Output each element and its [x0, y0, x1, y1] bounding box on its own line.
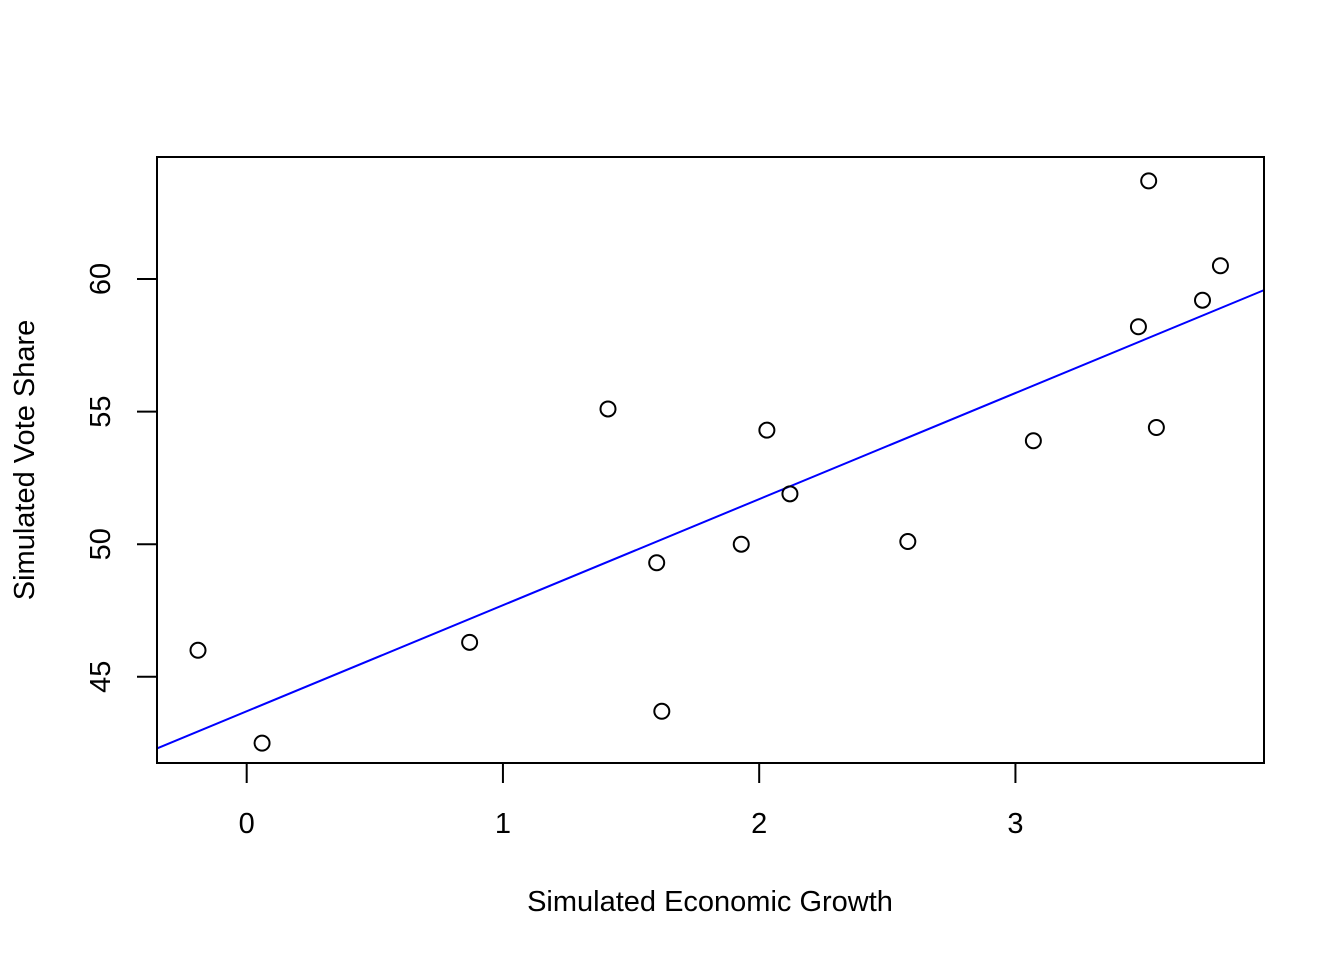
- data-point: [648, 554, 666, 572]
- y-tick-label: 50: [85, 528, 117, 560]
- data-point: [1140, 172, 1158, 190]
- data-point: [599, 400, 617, 418]
- data-points-layer: [189, 172, 1229, 752]
- plot-frame: [156, 156, 1265, 764]
- x-tick-label: 0: [239, 808, 255, 840]
- data-point: [899, 533, 917, 551]
- x-tick-label: 1: [495, 808, 511, 840]
- x-axis: 0 1 2 3: [239, 762, 1024, 840]
- data-point: [653, 702, 671, 720]
- data-point: [1211, 257, 1229, 275]
- y-axis-label: Simulated Vote Share: [9, 320, 41, 601]
- x-tick-label: 3: [1007, 808, 1023, 840]
- y-tick-label: 45: [85, 661, 117, 693]
- data-point: [732, 535, 750, 553]
- data-point: [781, 485, 799, 503]
- y-tick-label: 55: [85, 395, 117, 427]
- data-point: [1194, 291, 1211, 309]
- data-point: [253, 734, 271, 752]
- fit-line-layer: [156, 289, 1265, 750]
- data-point: [189, 641, 207, 659]
- data-point: [1147, 419, 1165, 437]
- x-axis-label: Simulated Economic Growth: [527, 886, 893, 918]
- data-point: [461, 633, 479, 651]
- data-point: [758, 421, 776, 439]
- y-axis: 45 50 55 60: [85, 263, 158, 693]
- y-tick-label: 60: [85, 263, 117, 295]
- x-tick-label: 2: [751, 808, 767, 840]
- data-point: [1129, 318, 1147, 336]
- data-point: [1024, 432, 1042, 450]
- regression-line: [156, 289, 1265, 750]
